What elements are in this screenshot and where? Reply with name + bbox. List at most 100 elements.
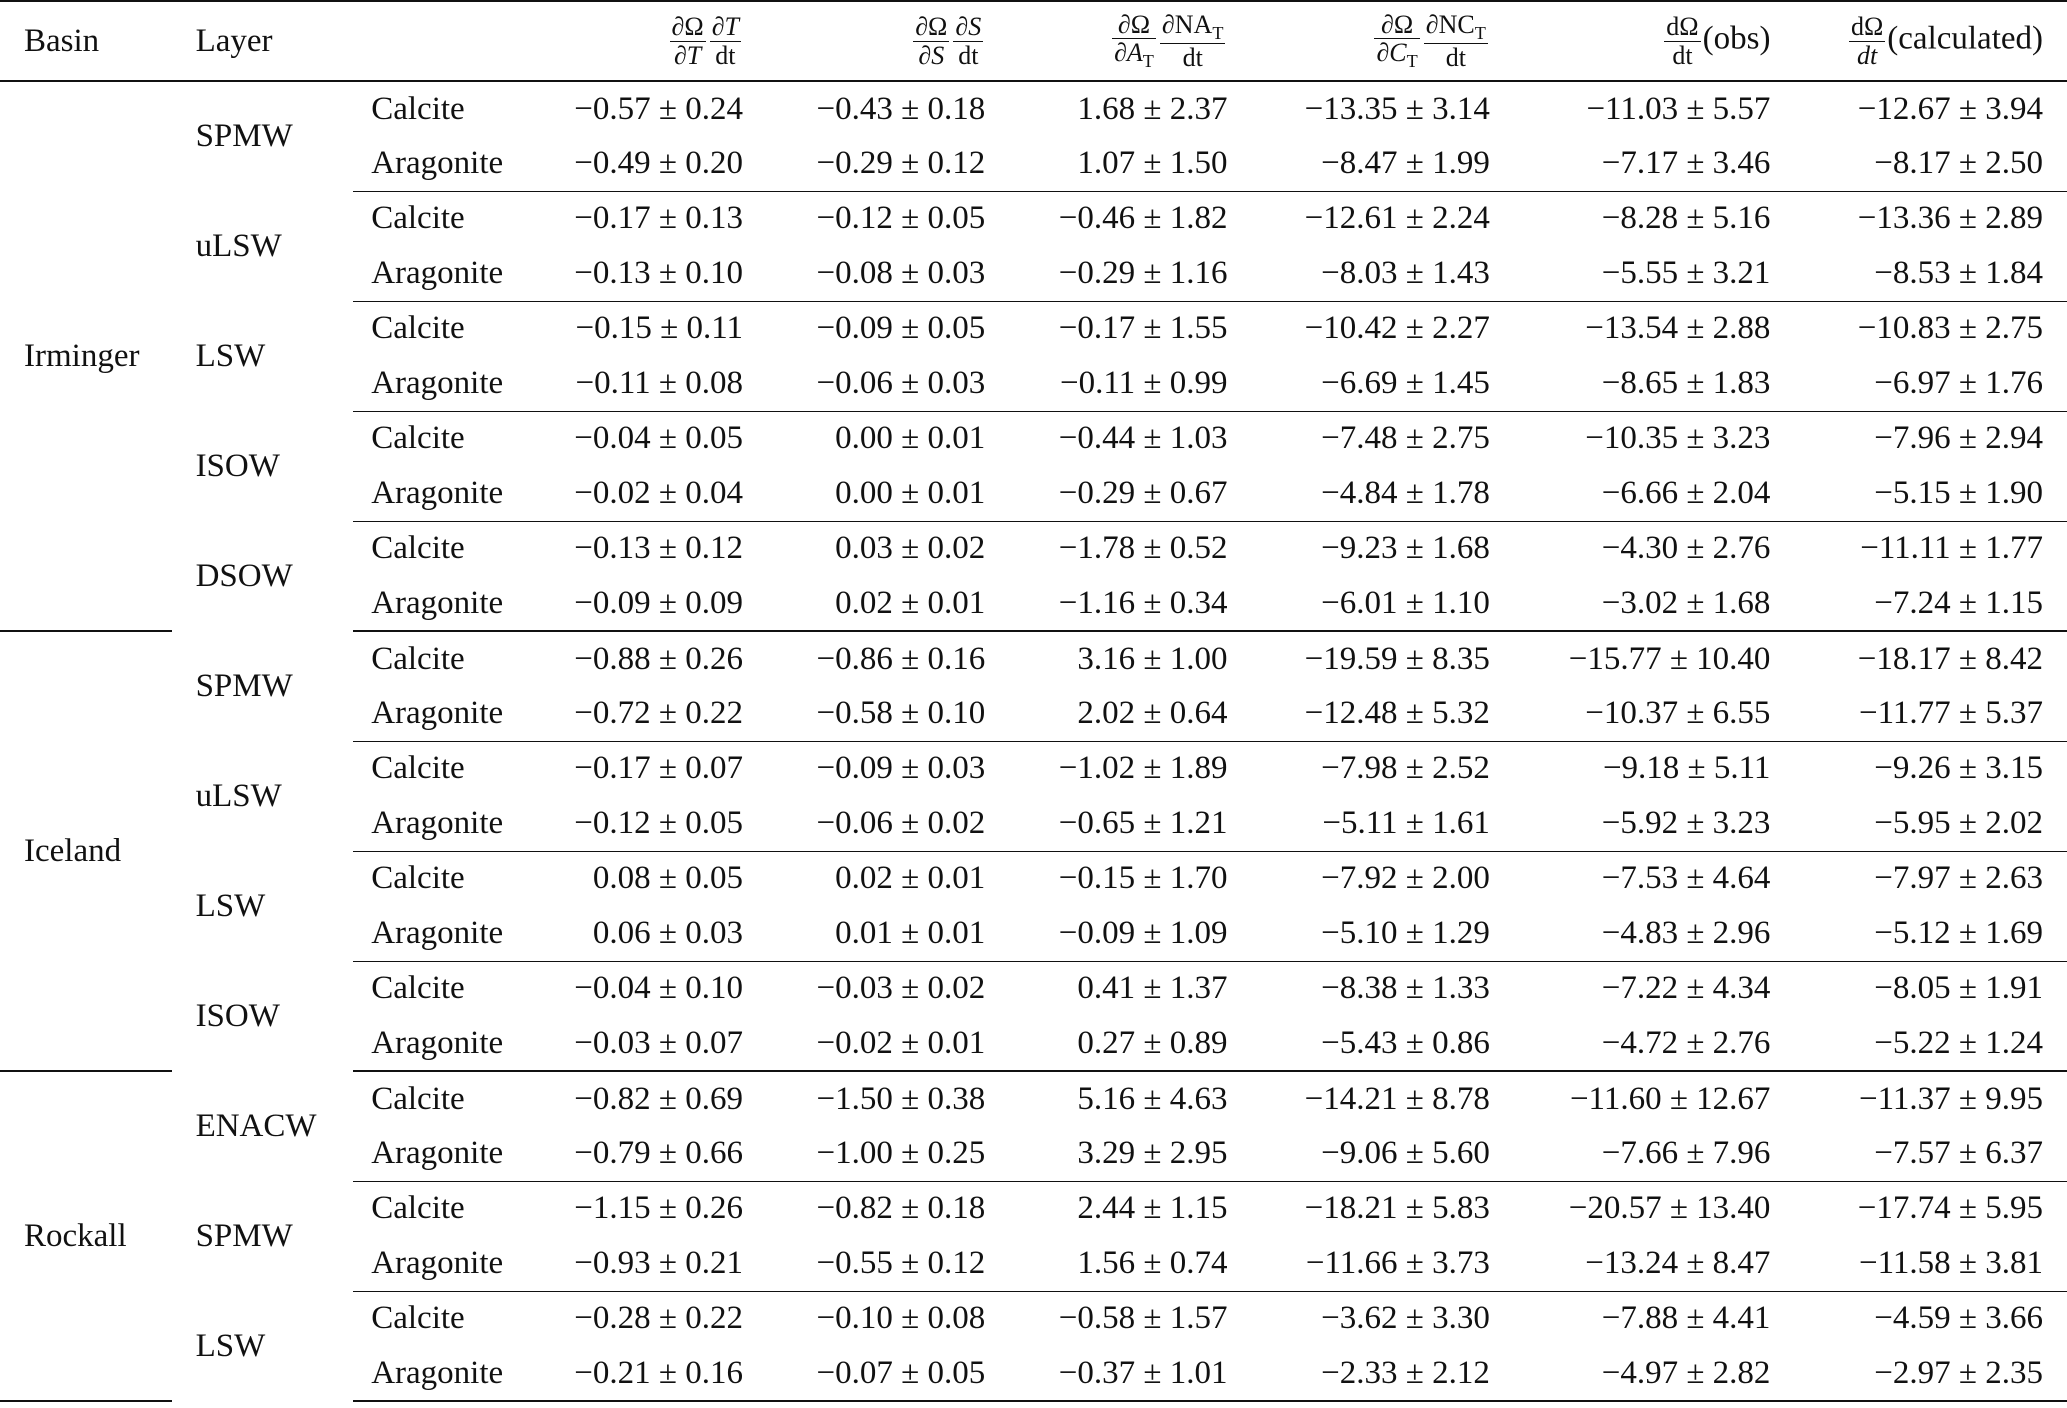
value-cell: −0.13 ± 0.12 [574, 530, 744, 567]
value-cell: −1.16 ± 0.34 [1009, 576, 1252, 632]
layer-cell: ISOW [195, 997, 280, 1034]
value-cell: 0.02 ± 0.01 [835, 860, 986, 897]
layer-cell: SPMW [195, 667, 293, 704]
value-cell: −5.11 ± 1.61 [1251, 796, 1514, 852]
mineral-cell: Aragonite [353, 686, 515, 742]
value-cell: −8.05 ± 1.91 [1874, 970, 2043, 1007]
table-row: LSW Calcite 0.08 ± 0.05 0.02 ± 0.01 −0.15 ± … [0, 851, 2067, 923]
value-cell: −7.98 ± 2.52 [1321, 750, 1490, 787]
header-mineral [353, 0, 515, 82]
table-row: Aragonite −0.21 ± 0.16 −0.07 ± 0.05 −0.37 ±… [0, 1346, 2067, 1402]
mineral-cell: Aragonite [353, 356, 515, 412]
value-cell: −5.15 ± 1.90 [1794, 466, 2067, 522]
value-cell: −15.77 ± 10.40 [1568, 640, 1771, 677]
value-cell: −5.55 ± 3.21 [1513, 246, 1795, 302]
value-cell: −4.84 ± 1.78 [1251, 466, 1514, 522]
value-cell: −0.88 ± 0.26 [574, 640, 744, 677]
value-cell: −5.95 ± 2.02 [1794, 796, 2067, 852]
layer-cell: LSW [195, 337, 266, 374]
value-cell: −0.37 ± 1.01 [1009, 1346, 1252, 1402]
mineral-cell: Aragonite [353, 1126, 515, 1182]
value-cell: −8.38 ± 1.33 [1321, 970, 1490, 1007]
table-row: LSW Calcite −0.28 ± 0.22 −0.10 ± 0.08 −0.58 … [0, 1291, 2067, 1363]
value-cell: −19.59 ± 8.35 [1304, 640, 1490, 677]
value-cell: −10.35 ± 3.23 [1585, 420, 1771, 457]
table-body: Irminger SPMW Calcite −0.57 ± 0.24 −0.43 ± 0… [0, 81, 2067, 1402]
value-cell: −4.59 ± 3.66 [1874, 1300, 2043, 1337]
header-layer: Layer [171, 0, 354, 82]
mineral-cell: Calcite [371, 90, 465, 127]
header-calculated-trend: dΩ dt (calculated) [1794, 0, 2067, 82]
value-cell: −0.79 ± 0.66 [514, 1126, 768, 1182]
value-cell: 0.01 ± 0.01 [767, 906, 1010, 962]
table-row: Aragonite −0.13 ± 0.10 −0.08 ± 0.03 −0.29 ±… [0, 246, 2067, 302]
table-row: Aragonite −0.09 ± 0.09 0.02 ± 0.01 −1.16 ± … [0, 576, 2067, 632]
mineral-cell: Aragonite [353, 246, 515, 302]
value-cell: −12.48 ± 5.32 [1251, 686, 1514, 742]
value-cell: −8.17 ± 2.50 [1794, 136, 2067, 192]
value-cell: −0.58 ± 1.57 [1058, 1300, 1228, 1337]
table-row: SPMW Calcite −1.15 ± 0.26 −0.82 ± 0.18 2.44 … [0, 1181, 2067, 1253]
value-cell: −7.96 ± 2.94 [1874, 420, 2043, 457]
mineral-cell: Calcite [371, 640, 465, 677]
value-cell: −0.12 ± 0.05 [816, 200, 986, 237]
value-cell: −0.03 ± 0.07 [514, 1016, 768, 1072]
mineral-cell: Aragonite [353, 136, 515, 192]
value-cell: 1.68 ± 2.37 [1077, 90, 1228, 127]
value-cell: −11.58 ± 3.81 [1794, 1236, 2067, 1292]
value-cell: 5.16 ± 4.63 [1077, 1080, 1228, 1117]
value-cell: −0.82 ± 0.18 [816, 1190, 986, 1227]
value-cell: −13.35 ± 3.14 [1304, 90, 1490, 127]
value-cell: −0.29 ± 0.67 [1009, 466, 1252, 522]
value-cell: 0.06 ± 0.03 [514, 906, 768, 962]
header-salinity-term: ∂Ω ∂S ∂S dt [767, 0, 1010, 82]
layer-cell: uLSW [195, 227, 282, 264]
value-cell: 0.00 ± 0.01 [767, 466, 1010, 522]
value-cell: −0.29 ± 1.16 [1009, 246, 1252, 302]
value-cell: −7.97 ± 2.63 [1874, 860, 2043, 897]
value-cell: −5.22 ± 1.24 [1794, 1016, 2067, 1072]
value-cell: 2.02 ± 0.64 [1009, 686, 1252, 742]
table-row: Aragonite −0.02 ± 0.04 0.00 ± 0.01 −0.29 ± … [0, 466, 2067, 522]
table-row: ISOW Calcite −0.04 ± 0.10 −0.03 ± 0.02 0.41 … [0, 961, 2067, 1033]
value-cell: −0.06 ± 0.02 [767, 796, 1010, 852]
mineral-cell: Calcite [371, 310, 465, 347]
value-cell: −0.17 ± 1.55 [1058, 310, 1228, 347]
value-cell: −11.37 ± 9.95 [1859, 1080, 2043, 1117]
value-cell: 0.41 ± 1.37 [1077, 970, 1228, 1007]
value-cell: −0.17 ± 0.13 [574, 200, 744, 237]
mineral-cell: Calcite [371, 970, 465, 1007]
value-cell: −9.23 ± 1.68 [1321, 530, 1490, 567]
value-cell: −0.04 ± 0.10 [574, 970, 744, 1007]
value-cell: −8.65 ± 1.83 [1513, 356, 1795, 412]
value-cell: −0.09 ± 0.03 [816, 750, 986, 787]
mineral-cell: Calcite [371, 1080, 465, 1117]
value-cell: −0.11 ± 0.08 [514, 356, 768, 412]
table-row: Irminger SPMW Calcite −0.57 ± 0.24 −0.43 ± 0… [0, 81, 2067, 632]
value-cell: 3.16 ± 1.00 [1077, 640, 1228, 677]
value-cell: 2.44 ± 1.15 [1077, 1190, 1228, 1227]
value-cell: −4.30 ± 2.76 [1601, 530, 1771, 567]
table-row: uLSW Calcite −0.17 ± 0.13 −0.12 ± 0.05 −0.46… [0, 191, 2067, 263]
value-cell: −0.12 ± 0.05 [514, 796, 768, 852]
value-cell: −8.03 ± 1.43 [1251, 246, 1514, 302]
table-row: Iceland SPMW Calcite −0.88 ± 0.26 −0.86 ± 0.… [0, 631, 2067, 1072]
value-cell: −17.74 ± 5.95 [1857, 1190, 2043, 1227]
value-cell: −9.18 ± 5.11 [1602, 750, 1771, 787]
value-cell: −0.44 ± 1.03 [1058, 420, 1228, 457]
value-cell: −0.15 ± 1.70 [1058, 860, 1228, 897]
value-cell: −11.77 ± 5.37 [1794, 686, 2067, 742]
value-cell: −1.02 ± 1.89 [1058, 750, 1228, 787]
value-cell: 0.02 ± 0.01 [767, 576, 1010, 632]
table-row: Aragonite −0.49 ± 0.20 −0.29 ± 0.12 1.07 ± … [0, 136, 2067, 192]
value-cell: −7.92 ± 2.00 [1321, 860, 1490, 897]
mineral-cell: Calcite [371, 200, 465, 237]
table-row: Aragonite −0.93 ± 0.21 −0.55 ± 0.12 1.56 ± … [0, 1236, 2067, 1292]
value-cell: −8.47 ± 1.99 [1251, 136, 1514, 192]
value-cell: −7.48 ± 2.75 [1321, 420, 1490, 457]
value-cell: −6.97 ± 1.76 [1794, 356, 2067, 412]
layer-cell: SPMW [195, 1217, 293, 1254]
value-cell: −0.06 ± 0.03 [767, 356, 1010, 412]
value-cell: −13.24 ± 8.47 [1513, 1236, 1795, 1292]
